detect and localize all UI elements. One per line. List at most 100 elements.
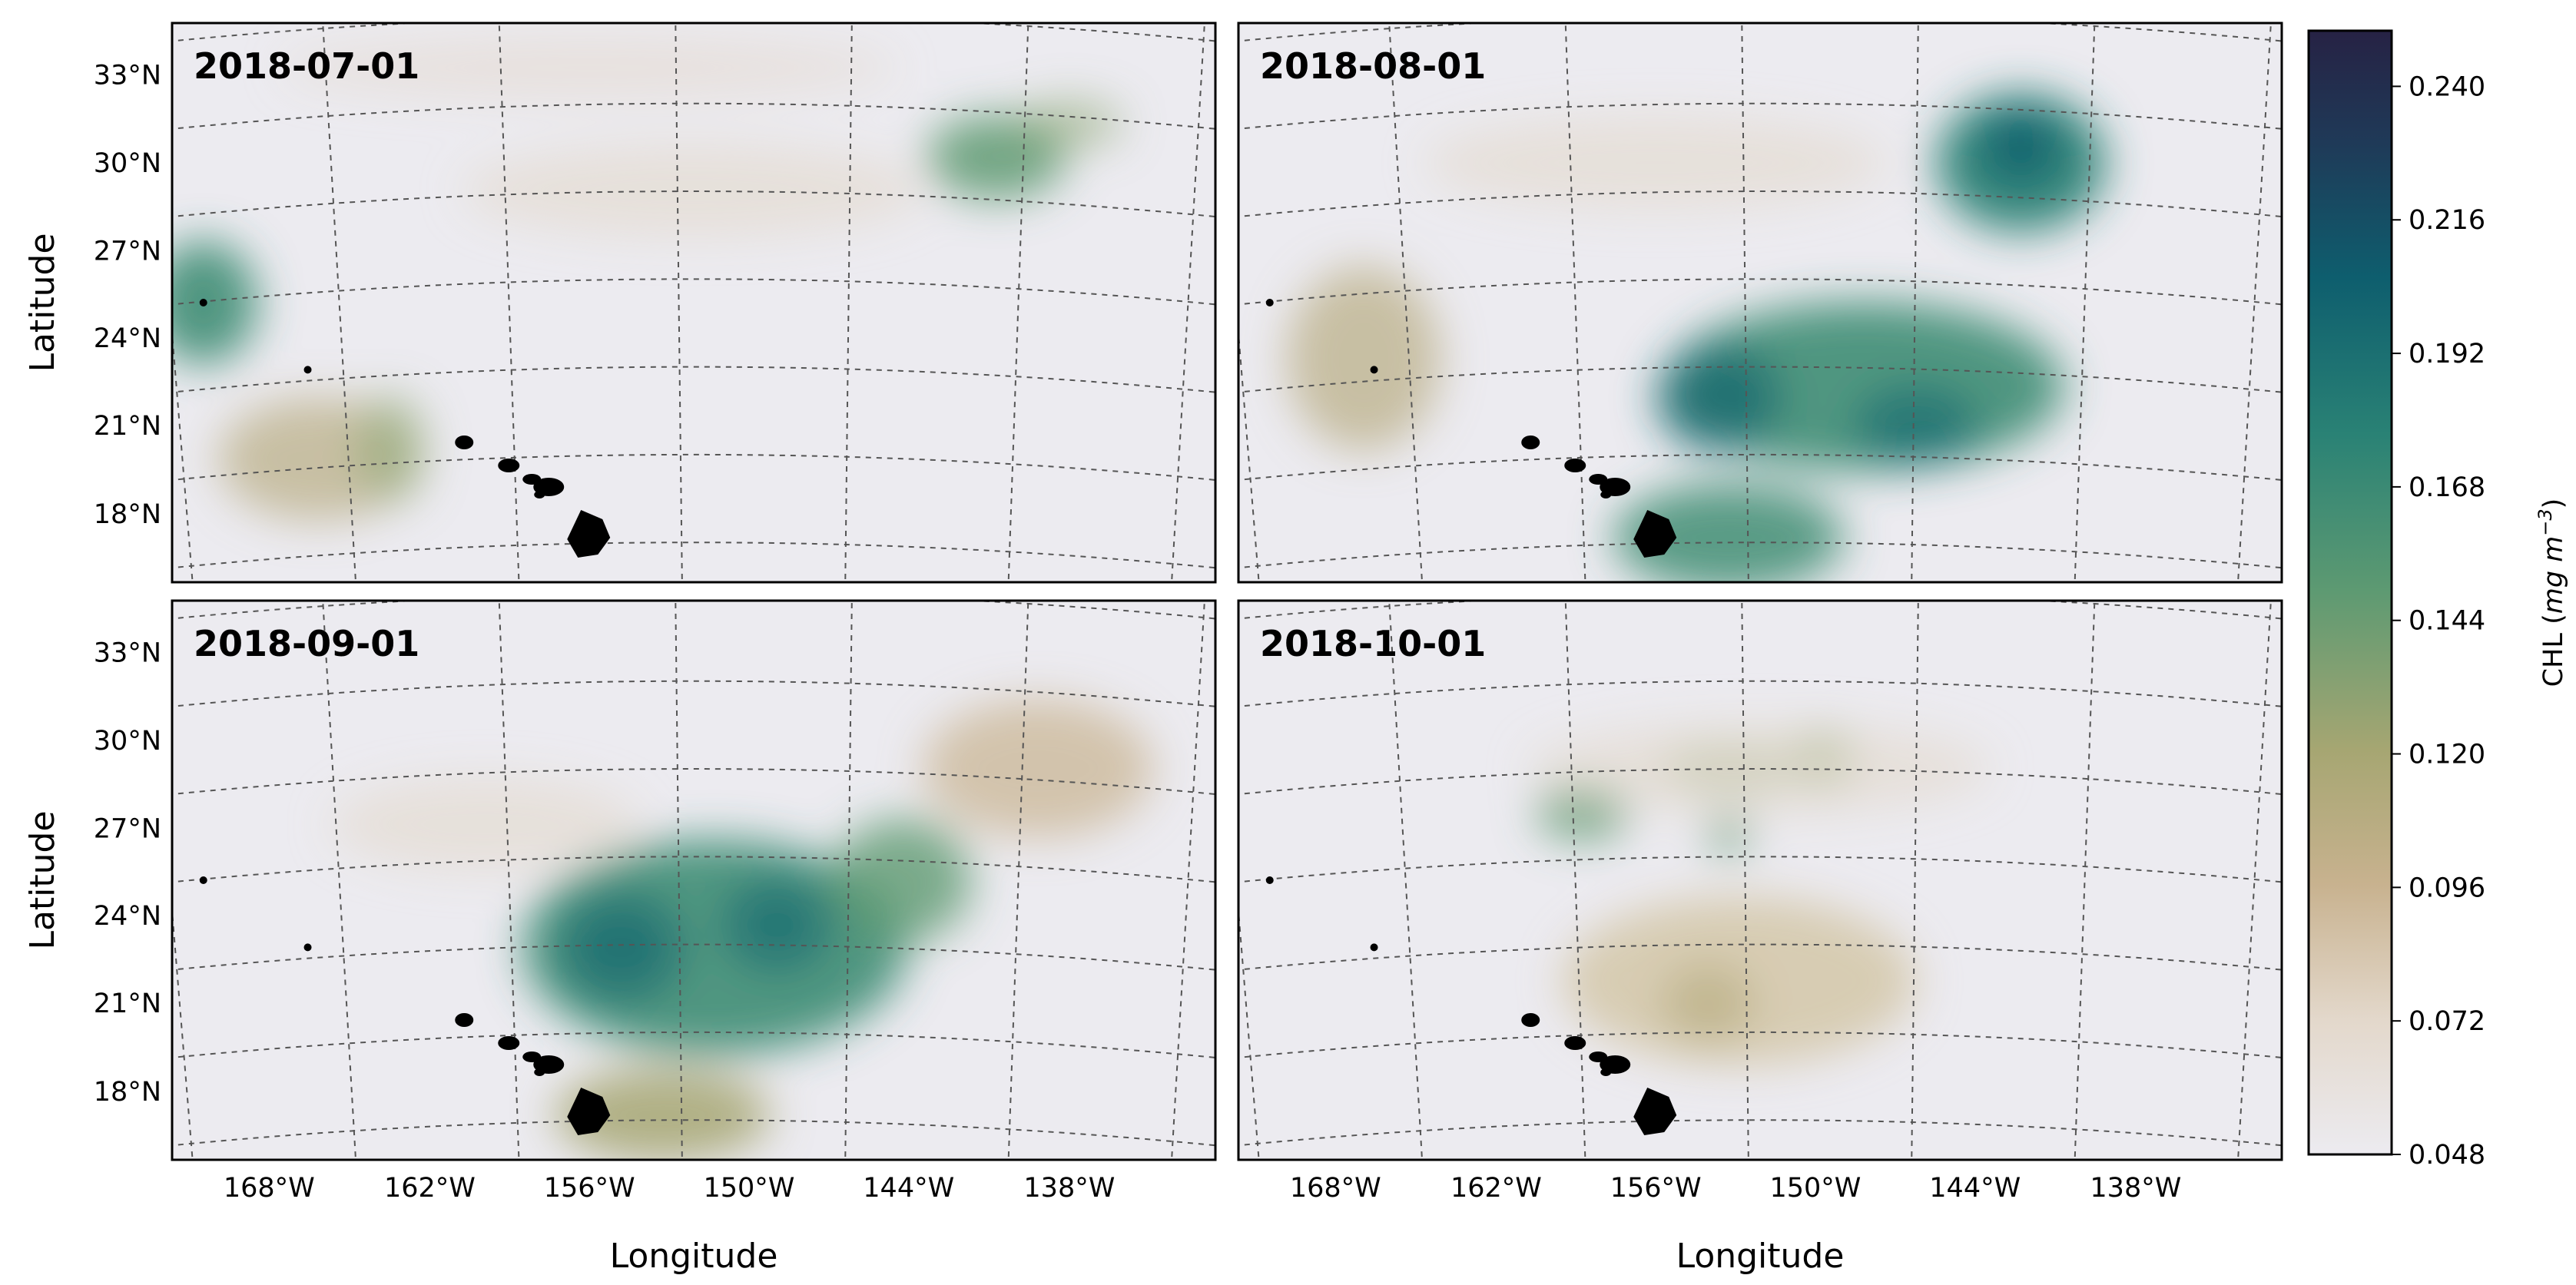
latitude-tick-label: 21°N <box>94 411 161 442</box>
y-axis-title: Latitude <box>23 233 62 372</box>
chlorophyll-field <box>331 699 1154 1160</box>
x-axis-title: Longitude <box>610 1237 778 1276</box>
colorbar-tick-label: 0.048 <box>2409 1140 2485 1171</box>
y-axis-title: Latitude <box>23 810 62 949</box>
latitude-gridline <box>1238 1031 2282 1058</box>
latitude-gridline <box>172 541 1215 569</box>
chlorophyll-patch <box>1656 343 1780 452</box>
longitude-tick-label: 156°W <box>544 1173 635 1204</box>
longitude-tick-label: 168°W <box>224 1173 315 1204</box>
panel-frame <box>171 22 1217 584</box>
latitude-tick-label: 24°N <box>94 323 161 354</box>
longitude-tick-label: 168°W <box>1290 1173 1381 1204</box>
colorbar-tick-label: 0.240 <box>2409 71 2485 102</box>
latitude-gridline <box>1238 23 2282 42</box>
latitude-gridline <box>1238 190 2282 218</box>
chlorophyll-field <box>172 37 1123 521</box>
chlorophyll-patch <box>1425 117 1887 209</box>
chlorophyll-patch <box>833 819 972 942</box>
hawaiian-islands <box>1265 876 1677 1135</box>
longitude-tick-label: 144°W <box>1929 1173 2021 1204</box>
ocean-background <box>1238 601 2282 1160</box>
latitude-tick-label: 24°N <box>94 901 161 932</box>
map-panel: 2018-09-01 33°N 30°N 27°N 24°N 21°N 18°N 168°W 1… <box>23 599 1217 1276</box>
latitude-tick-label: 27°N <box>94 236 161 267</box>
longitude-tick-label: 138°W <box>1023 1173 1115 1204</box>
latitude-gridline <box>172 680 1215 707</box>
latitude-gridline <box>1238 856 2282 883</box>
x-axis-title: Longitude <box>1676 1237 1845 1276</box>
graticule <box>1238 601 2282 1160</box>
graticule <box>1238 23 2282 582</box>
colorbar-tick-label: 0.120 <box>2409 740 2485 770</box>
chlorophyll-patch <box>559 893 682 1002</box>
latitude-gridline <box>1238 278 2282 306</box>
chlorophyll-patch <box>172 241 257 364</box>
longitude-tick-label: 150°W <box>704 1173 795 1204</box>
colorbar-tick-label: 0.144 <box>2409 606 2485 637</box>
chlorophyll-patch <box>923 699 1154 838</box>
chlorophyll-patch <box>1982 111 2060 181</box>
latitude-gridline <box>172 278 1215 306</box>
latitude-gridline <box>1238 366 2282 393</box>
panel-date-label: 2018-08-01 <box>1260 45 1486 87</box>
chlorophyll-patch <box>1855 387 1978 465</box>
latitude-gridline <box>172 102 1215 130</box>
latitude-gridline <box>172 366 1215 393</box>
graticule <box>172 601 1215 1160</box>
hawaiian-islands <box>1265 299 1677 558</box>
panel-frame <box>1237 22 2283 584</box>
latitude-gridline <box>1238 943 2282 971</box>
hawaiian-islands <box>199 299 611 558</box>
colorbar-tick-label: 0.072 <box>2409 1006 2485 1037</box>
hawaiian-islands <box>199 876 611 1135</box>
latitude-gridline <box>1238 453 2282 481</box>
graticule <box>172 23 1215 582</box>
latitude-gridline <box>172 1031 1215 1058</box>
latitude-gridline <box>1238 102 2282 130</box>
chlorophyll-patch <box>356 394 426 502</box>
longitude-tick-label: 162°W <box>384 1173 476 1204</box>
longitude-tick-label: 144°W <box>863 1173 954 1204</box>
colorbar-title: CHL (mg m−3) <box>2535 498 2569 687</box>
panel-frame <box>1237 599 2283 1161</box>
chlorophyll-patch <box>723 879 831 972</box>
chlorophyll-patch <box>555 1068 771 1160</box>
colorbar-gradient <box>2307 29 2393 1156</box>
panel-frame <box>171 599 1217 1161</box>
chlorophyll-patch <box>1286 266 1441 451</box>
latitude-gridline <box>172 23 1215 42</box>
panel-date-label: 2018-07-01 <box>194 45 419 87</box>
latitude-tick-label: 33°N <box>94 638 161 669</box>
panel-date-label: 2018-09-01 <box>194 623 419 664</box>
colorbar-tick-label: 0.216 <box>2409 205 2485 236</box>
latitude-tick-label: 30°N <box>94 726 161 757</box>
longitude-tick-label: 138°W <box>2090 1173 2181 1204</box>
longitude-tick-label: 150°W <box>1770 1173 1862 1204</box>
latitude-tick-label: 21°N <box>94 989 161 1019</box>
latitude-gridline <box>172 190 1215 218</box>
latitude-gridline <box>1238 541 2282 569</box>
chlorophyll-field <box>1286 94 2106 582</box>
chlorophyll-patch <box>282 37 897 99</box>
latitude-gridline <box>1238 680 2282 707</box>
latitude-tick-label: 18°N <box>94 499 161 530</box>
latitude-tick-label: 18°N <box>94 1077 161 1108</box>
map-panel: 2018-08-01 <box>1237 22 2283 584</box>
colorbar-tick-label: 0.096 <box>2409 873 2485 903</box>
latitude-gridline <box>172 1119 1215 1147</box>
latitude-tick-label: 33°N <box>94 61 161 91</box>
latitude-tick-label: 27°N <box>94 813 161 844</box>
longitude-tick-label: 156°W <box>1610 1173 1702 1204</box>
colorbar-tick-label: 0.192 <box>2409 339 2485 369</box>
map-panel: 2018-07-01 33°N 30°N 27°N 24°N 21°N 18°N Latitu… <box>23 22 1217 584</box>
chlorophyll-patch <box>1662 965 1755 1042</box>
latitude-gridline <box>1238 601 2282 620</box>
latitude-gridline <box>172 943 1215 971</box>
chlorophyll-patch <box>1706 816 1752 855</box>
latitude-gridline <box>172 856 1215 883</box>
chlorophyll-patch <box>1015 101 1123 147</box>
colorbar: 0.240 0.216 0.192 0.168 0.144 0.120 0.096 0.072… <box>2307 29 2569 1171</box>
longitude-tick-label: 162°W <box>1450 1173 1542 1204</box>
